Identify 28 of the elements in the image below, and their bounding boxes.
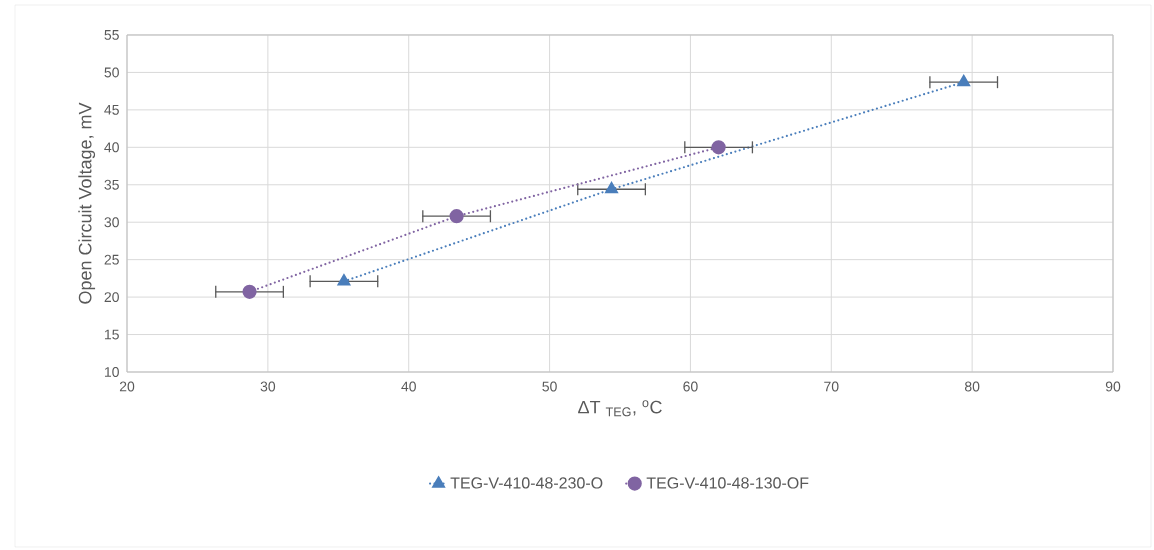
x-tick-label: 30 <box>260 381 276 392</box>
x-tick-label: 50 <box>542 381 557 392</box>
y-tick-label: 50 <box>104 67 119 78</box>
y-tick-label: 45 <box>104 105 119 115</box>
x-tick-label: 40 <box>401 381 416 392</box>
y-tick-label: 20 <box>104 292 119 303</box>
legend-label: TEG-V-410-48-130-OF <box>646 477 809 489</box>
y-tick-label: 55 <box>104 30 119 40</box>
point <box>605 182 618 194</box>
point <box>957 75 970 87</box>
y-tick-label: 30 <box>104 217 119 228</box>
x-axis-title: ΔT $_{TEG}$, $^{o}$C <box>578 400 662 417</box>
x-tick-label: 70 <box>824 381 839 392</box>
y-tick-label: 25 <box>104 254 119 265</box>
x-tick-label: 90 <box>1105 381 1121 392</box>
point <box>242 284 257 299</box>
x-tick-label: 80 <box>964 381 980 392</box>
legend-label: TEG-V-410-48-230-O <box>450 477 603 489</box>
y-tick-label: 10 <box>104 367 119 377</box>
y-axis-title: Open Circuit Voltage, mV <box>78 102 96 304</box>
point <box>449 209 464 224</box>
x-tick-label: 60 <box>683 381 698 392</box>
x-tick-label: 20 <box>119 381 135 392</box>
y-tick-label: 35 <box>104 179 119 190</box>
point <box>711 140 726 155</box>
y-tick-label: 15 <box>104 329 119 340</box>
y-tick-label: 40 <box>104 142 119 153</box>
point <box>337 274 351 286</box>
